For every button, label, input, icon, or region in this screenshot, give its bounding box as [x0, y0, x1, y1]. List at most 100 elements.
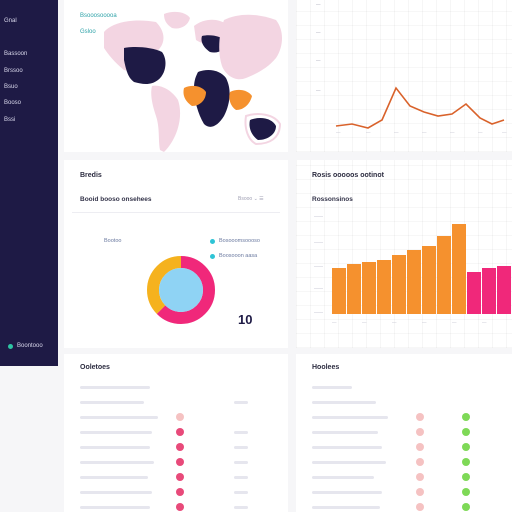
table-row[interactable]: [80, 476, 148, 479]
table-row[interactable]: [312, 431, 378, 434]
status-dot-icon: [176, 488, 184, 496]
breakdown-subtitle: Booid booso onsehees: [80, 196, 152, 203]
bar-9: [452, 224, 466, 314]
legend-label: Bootoo: [104, 238, 122, 244]
map-card: Bsooosooooa Gsloo: [64, 0, 288, 152]
row-value-bar: [234, 446, 248, 449]
breakdown-title: Bredis: [80, 172, 102, 179]
y-tick: —: [316, 88, 321, 93]
bar-8: [437, 236, 451, 314]
region-africa: [194, 70, 230, 127]
x-tick: —: [336, 130, 341, 135]
x-tick: —: [502, 130, 507, 135]
row-value-bar: [234, 491, 248, 494]
bar-5: [392, 255, 406, 314]
revenue-bar-chart[interactable]: —— —— —— —— —— — — — — — —: [296, 160, 512, 348]
status-dot-icon: [416, 443, 424, 451]
breakdown-dropdown[interactable]: Bsooo ⌄ ☰: [238, 196, 264, 202]
status-dot-icon: [462, 413, 470, 421]
bar-1: [332, 268, 346, 314]
x-tick: —: [422, 320, 427, 325]
revenue-subtitle: Rossonsinos: [312, 196, 353, 203]
bar-12: [497, 266, 511, 314]
legend-item-1: Bootoo: [104, 238, 121, 244]
sidebar-item-1[interactable]: Gnal: [4, 18, 17, 24]
legend-label: Boosooon aasa: [219, 253, 258, 259]
status-dot-icon: [462, 458, 470, 466]
table-row[interactable]: [80, 491, 152, 494]
left-list-title: Ooletoes: [80, 364, 110, 371]
sidebar-item-2[interactable]: Bassoon: [4, 51, 28, 57]
region-usa: [124, 47, 166, 84]
sidebar-item-5[interactable]: Booso: [4, 100, 22, 106]
x-tick: —: [362, 320, 367, 325]
status-dot-icon: [176, 413, 184, 421]
sidebar-footer-label: Boontooo: [17, 343, 43, 349]
table-row[interactable]: [80, 446, 150, 449]
table-row[interactable]: [80, 461, 154, 464]
table-row[interactable]: [80, 386, 150, 389]
table-row[interactable]: [80, 416, 158, 419]
region-orange-west: [183, 85, 206, 106]
region-south-america: [151, 85, 181, 152]
table-row[interactable]: [312, 416, 388, 419]
trend-line-chart[interactable]: — — — — — — —: [296, 0, 512, 152]
status-dot-icon: [176, 503, 184, 511]
status-dot-icon: [462, 473, 470, 481]
y-tick: ——: [314, 214, 324, 219]
row-value-bar: [234, 431, 248, 434]
x-tick: —: [478, 130, 483, 135]
table-row[interactable]: [312, 491, 382, 494]
big-number: 10: [238, 312, 253, 327]
x-tick: —: [366, 130, 371, 135]
world-map[interactable]: [64, 0, 288, 152]
table-row[interactable]: [312, 506, 380, 509]
y-tick: ——: [314, 264, 324, 269]
status-dot-icon: [416, 473, 424, 481]
status-dot-icon: [416, 458, 424, 466]
table-row[interactable]: [312, 476, 374, 479]
table-row[interactable]: [80, 431, 152, 434]
donut-center: [159, 268, 203, 312]
status-dot-icon: [416, 413, 424, 421]
sidebar-item-4[interactable]: Bsuo: [4, 84, 18, 90]
sidebar-item-6[interactable]: Bssi: [4, 117, 16, 123]
legend-item-3: Boosooon aasa: [210, 253, 257, 259]
x-tick: —: [422, 130, 427, 135]
right-list-title: Hoolees: [312, 364, 340, 371]
x-tick: —: [452, 320, 457, 325]
chevron-down-icon: ⌄: [253, 196, 260, 202]
y-tick: —: [316, 58, 321, 63]
status-dot-icon: [462, 443, 470, 451]
row-value-bar: [234, 476, 248, 479]
table-row[interactable]: [80, 401, 144, 404]
status-dot-icon: [416, 428, 424, 436]
bar-6: [407, 250, 421, 314]
x-tick: —: [332, 320, 337, 325]
status-dot-icon: [462, 503, 470, 511]
status-dot-icon: [176, 428, 184, 436]
y-tick: ——: [314, 310, 324, 315]
sidebar-item-3[interactable]: Brssoo: [4, 68, 23, 74]
x-tick: —: [392, 320, 397, 325]
sidebar: Gnal Bassoon Brssoo Bsuo Booso Bssi Boon…: [0, 0, 58, 366]
dropdown-value: Bsooo: [238, 196, 253, 202]
divider: [72, 212, 280, 213]
y-tick: ——: [314, 286, 324, 291]
legend-dot-icon: [210, 253, 215, 259]
row-value-bar: [234, 401, 248, 404]
table-row[interactable]: [312, 401, 376, 404]
status-dot-icon: [176, 443, 184, 451]
table-row[interactable]: [312, 461, 386, 464]
donut-chart[interactable]: [144, 250, 224, 330]
table-row[interactable]: [312, 386, 352, 389]
y-tick: —: [316, 30, 321, 35]
table-row[interactable]: [80, 506, 150, 509]
region-orange-south-asia: [229, 89, 252, 110]
bar-10: [467, 272, 481, 314]
legend-dot-icon: [210, 238, 215, 244]
table-row[interactable]: [312, 446, 382, 449]
sidebar-footer[interactable]: Boontooo: [8, 343, 43, 349]
bar-7: [422, 246, 436, 314]
left-list-card: Ooletoes: [64, 354, 288, 512]
